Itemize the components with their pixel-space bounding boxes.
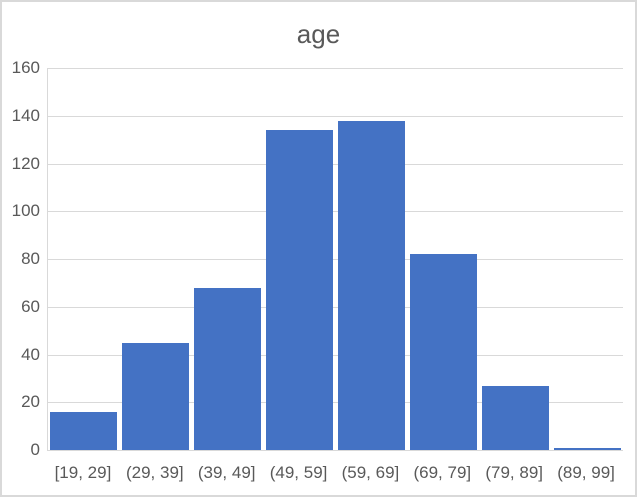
histogram-bar[interactable] (553, 447, 621, 450)
y-axis-tick-label: 120 (11, 153, 40, 173)
x-axis-category-label: (69, 79] (413, 463, 472, 482)
major-gridline (48, 68, 623, 69)
y-axis-tick-label: 80 (21, 249, 40, 268)
x-axis-category-label: (29, 39] (125, 463, 184, 482)
major-gridline (48, 306, 623, 308)
y-axis-tick-label: 20 (21, 392, 40, 412)
x-axis-category-label: [19, 29] (54, 463, 112, 482)
histogram-bar[interactable] (337, 120, 405, 450)
histogram-bar[interactable] (50, 411, 118, 450)
x-axis-category-label: (49, 59] (269, 463, 328, 482)
histogram-bar[interactable] (194, 287, 262, 450)
plot-area[interactable] (47, 68, 623, 451)
histogram-bar[interactable] (266, 130, 334, 450)
histogram-bar[interactable] (122, 342, 190, 450)
major-gridline (48, 354, 623, 356)
x-axis-category-label: (39, 49] (197, 463, 256, 482)
histogram-bar[interactable] (481, 385, 549, 450)
major-gridline (48, 402, 623, 404)
y-axis-tick-label: 40 (21, 344, 40, 364)
histogram-bar[interactable] (409, 254, 477, 450)
major-gridline (48, 211, 623, 213)
y-axis-tick-label: 60 (21, 296, 40, 316)
y-axis-tick-label: 140 (11, 105, 40, 125)
x-axis-category-label: (59, 69] (341, 463, 400, 482)
y-axis-tick-label: 160 (11, 58, 40, 77)
x-axis-category-label: (79, 89] (485, 463, 544, 482)
major-gridline (48, 163, 623, 165)
chart-title[interactable]: age (296, 19, 341, 49)
y-axis-tick-label: 0 (30, 440, 40, 459)
major-gridline (48, 259, 623, 260)
x-axis-category-label: (89, 99] (557, 463, 615, 482)
major-gridline (48, 115, 623, 117)
y-axis-tick-label: 100 (11, 201, 40, 221)
